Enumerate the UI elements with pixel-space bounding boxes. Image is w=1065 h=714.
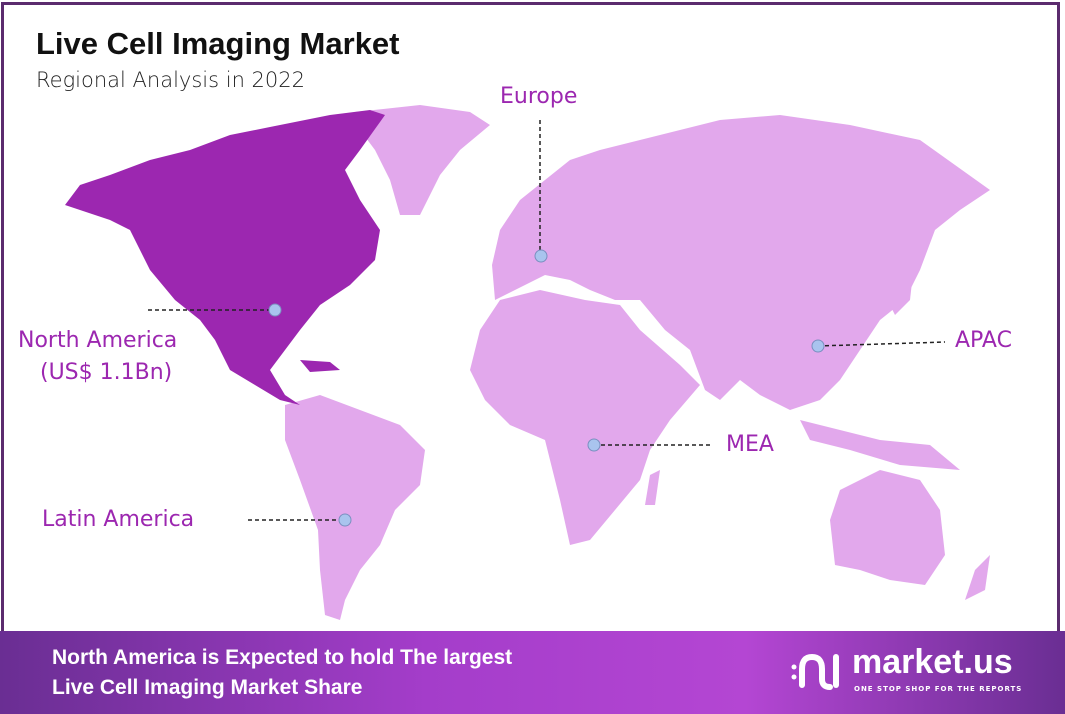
se-asia bbox=[800, 420, 960, 470]
label-north-america: North America bbox=[18, 328, 178, 353]
footer-line-2: Live Cell Imaging Market Share bbox=[52, 676, 363, 699]
label-europe: Europe bbox=[500, 84, 578, 109]
north-america bbox=[65, 110, 385, 405]
logo-mark-icon bbox=[791, 653, 839, 690]
label-apac: APAC bbox=[955, 328, 1012, 353]
latin-america-marker bbox=[338, 513, 352, 527]
europe-asia bbox=[492, 115, 990, 410]
logo-tagline: ONE STOP SHOP FOR THE REPORTS bbox=[854, 685, 1023, 693]
japan bbox=[890, 250, 915, 315]
europe-marker bbox=[534, 249, 548, 263]
apac-marker bbox=[811, 339, 825, 353]
north-america-marker bbox=[268, 303, 282, 317]
label-north-america-value: (US$ 1.1Bn) bbox=[40, 360, 173, 385]
logo-name: market.us bbox=[852, 643, 1013, 681]
madagascar bbox=[645, 470, 660, 505]
new-zealand bbox=[965, 555, 990, 600]
footer-line-1: North America is Expected to hold The la… bbox=[52, 646, 513, 669]
caribbean bbox=[300, 360, 340, 372]
uk bbox=[515, 215, 530, 250]
scandinavia bbox=[540, 160, 600, 230]
south-america bbox=[285, 395, 425, 620]
africa bbox=[470, 290, 700, 545]
footer-text: North America is Expected to hold The la… bbox=[52, 643, 512, 703]
page-title: Live Cell Imaging Market bbox=[36, 26, 400, 61]
footer-banner: North America is Expected to hold The la… bbox=[0, 631, 1065, 714]
greenland bbox=[355, 105, 490, 215]
australia bbox=[830, 470, 945, 585]
label-mea: MEA bbox=[726, 432, 774, 457]
apac-leader-line bbox=[817, 341, 946, 347]
label-latin-america: Latin America bbox=[42, 507, 195, 532]
mea-marker bbox=[587, 438, 601, 452]
page-subtitle: Regional Analysis in 2022 bbox=[36, 68, 306, 92]
